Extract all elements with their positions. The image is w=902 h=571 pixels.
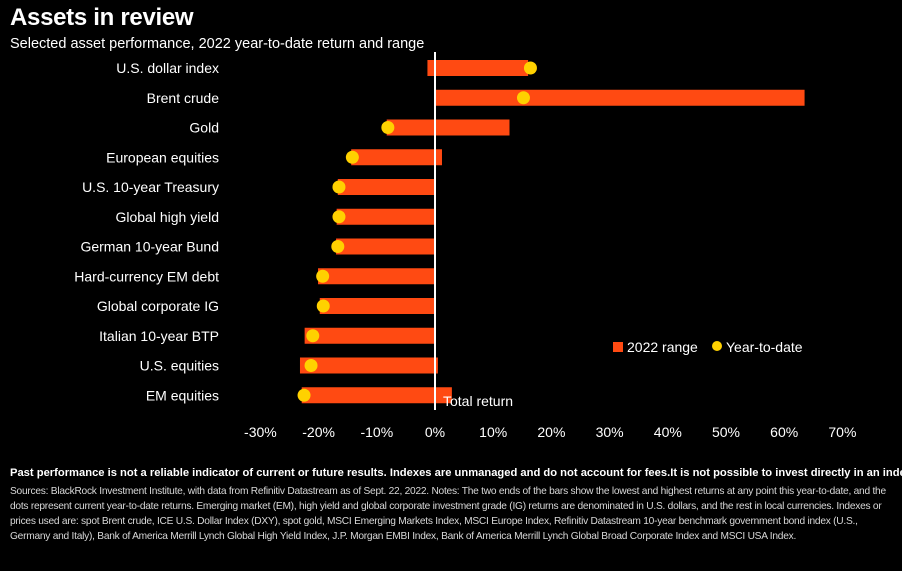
range-bar (318, 268, 435, 285)
x-tick-label: 50% (712, 424, 740, 440)
legend-swatch-range (613, 342, 623, 352)
x-axis-label: Total return (443, 393, 513, 409)
ytd-dot (304, 359, 318, 372)
x-tick-label: 30% (596, 424, 624, 440)
ytd-dot (306, 329, 320, 343)
page-subtitle: Selected asset performance, 2022 year-to… (10, 36, 425, 52)
range-bar (351, 149, 442, 166)
category-label: Hard-currency EM debt (74, 268, 219, 284)
ytd-dot (331, 240, 345, 253)
range-bar (299, 357, 438, 374)
ytd-dot (332, 180, 346, 194)
x-tick-label: 20% (537, 424, 565, 440)
range-bar (435, 89, 805, 106)
category-label: German 10-year Bund (80, 239, 219, 255)
category-label: Gold (189, 120, 219, 136)
category-label: Global high yield (115, 209, 219, 225)
page-title: Assets in review (10, 4, 194, 31)
legend-label-range: 2022 range (627, 339, 698, 355)
legend-label-ytd: Year-to-date (726, 339, 803, 355)
category-label: U.S. 10-year Treasury (82, 179, 219, 195)
ytd-dot (316, 269, 330, 283)
sources-note: Sources: BlackRock Investment Institute,… (10, 486, 886, 542)
range-bar (301, 387, 452, 404)
category-label: U.S. dollar index (116, 60, 219, 76)
range-bar (304, 327, 435, 344)
category-label: Global corporate IG (97, 298, 219, 314)
category-label: EM equities (146, 387, 219, 403)
range-bar (319, 298, 435, 314)
x-tick-label: -30% (244, 424, 277, 440)
ytd-dot (297, 388, 311, 402)
range-bar (337, 179, 435, 195)
x-tick-label: -10% (360, 424, 393, 440)
x-tick-label: 70% (828, 424, 856, 440)
x-tick-label: 10% (479, 424, 507, 440)
category-label: Brent crude (147, 90, 220, 106)
ytd-dot (523, 61, 537, 75)
ytd-dot (332, 210, 346, 224)
x-tick-label: 0% (425, 424, 445, 440)
x-tick-label: 40% (654, 424, 682, 440)
range-bar (427, 60, 529, 76)
ytd-dot (345, 150, 359, 164)
chart-area: U.S. dollar index Brent crude Gold European… (74, 52, 856, 440)
category-label: U.S. equities (140, 358, 219, 374)
legend-swatch-ytd (712, 341, 722, 351)
disclaimer-text: Past performance is not a reliable indic… (10, 467, 902, 479)
ytd-dot (316, 299, 330, 313)
ytd-dot (381, 121, 395, 134)
x-tick-label: 60% (770, 424, 798, 440)
range-bar (386, 119, 510, 136)
range-bar (336, 238, 435, 255)
category-label: Italian 10-year BTP (99, 328, 219, 344)
category-label: European equities (106, 149, 219, 165)
range-bar (336, 208, 435, 225)
x-tick-label: -20% (302, 424, 335, 440)
ytd-dot (516, 91, 530, 105)
